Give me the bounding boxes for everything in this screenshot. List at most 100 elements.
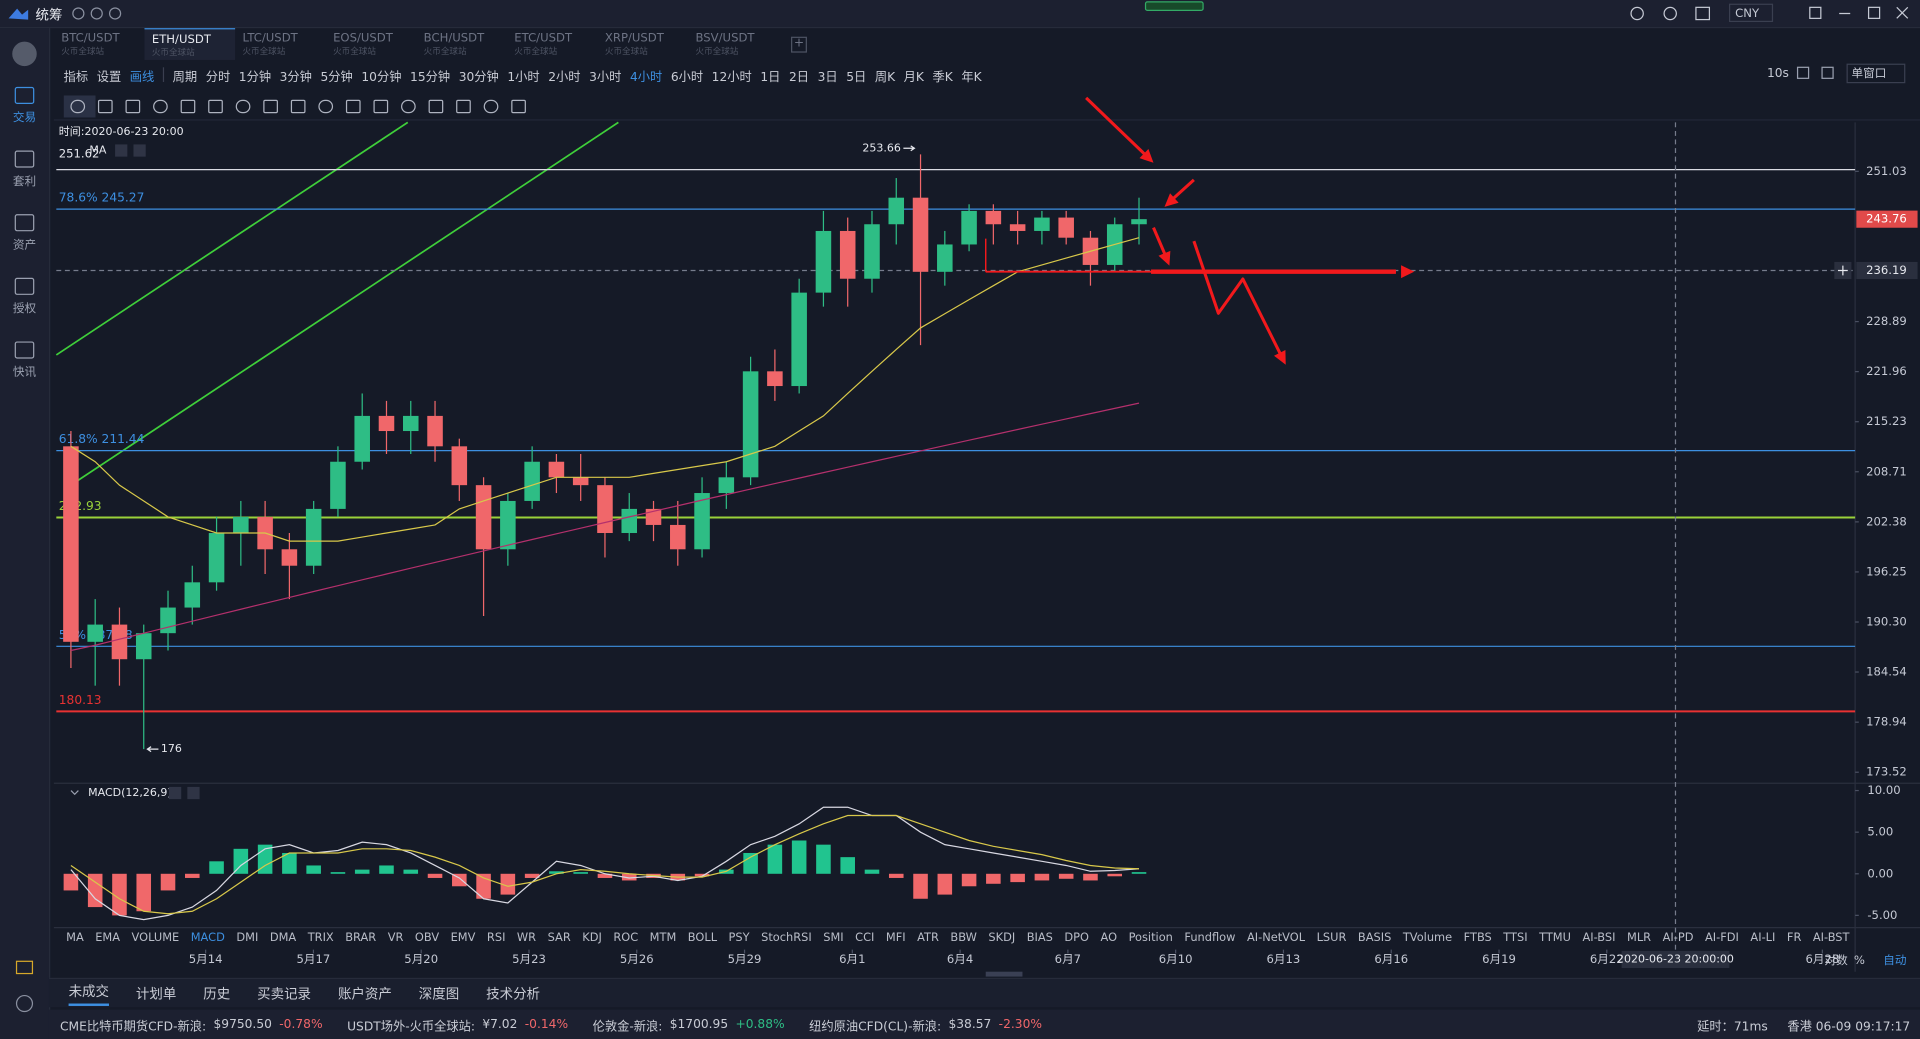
indicator-tab[interactable]: SMI — [823, 931, 844, 945]
indicator-tab[interactable]: VR — [387, 931, 404, 945]
period-option[interactable]: 4小时 — [629, 70, 663, 84]
pair-tab[interactable]: BSV/USDT 火币全球站 — [688, 28, 779, 60]
bottom-tab[interactable]: 未成交 — [68, 981, 109, 1006]
view-icons[interactable] — [1795, 66, 1837, 81]
indicator-tab[interactable]: Position — [1128, 931, 1173, 945]
add-tab[interactable]: + — [791, 36, 807, 53]
window-controls[interactable] — [1807, 6, 1915, 21]
bottom-tab[interactable]: 买卖记录 — [257, 985, 312, 1002]
pair-tab[interactable]: ETC/USDT 火币全球站 — [507, 28, 598, 60]
period-option[interactable]: 5分钟 — [320, 70, 353, 84]
indicator-tab[interactable]: TRIX — [307, 931, 334, 945]
bottom-tab[interactable]: 历史 — [203, 985, 231, 1002]
vip-icon[interactable] — [15, 960, 34, 975]
period-option[interactable]: 5日 — [846, 70, 867, 84]
bottom-tab[interactable]: 计划单 — [135, 985, 177, 1002]
period-option[interactable]: 1分钟 — [238, 70, 272, 84]
indicator-tab[interactable]: EMV — [450, 931, 476, 945]
indicator-tab[interactable]: MLR — [1626, 931, 1652, 945]
period-select[interactable]: 周期 — [172, 70, 198, 84]
indicator-tab[interactable]: RSI — [486, 931, 506, 945]
header-icons[interactable] — [1629, 5, 1715, 22]
indicator-tab[interactable]: TVolume — [1402, 931, 1453, 945]
indicator-tab[interactable]: DMI — [236, 931, 259, 945]
indicator-tab[interactable]: TTSI — [1503, 931, 1528, 945]
drawing-tools[interactable] — [63, 95, 529, 118]
indicator-tab[interactable]: Fundflow — [1184, 931, 1236, 945]
period-option[interactable]: 15分钟 — [410, 70, 451, 84]
indicator-tab[interactable]: BBW — [950, 931, 977, 945]
pair-tab[interactable]: BCH/USDT 火币全球站 — [416, 28, 507, 60]
indicator-tab[interactable]: VOLUME — [131, 931, 180, 945]
axis-control[interactable]: % — [1854, 953, 1865, 967]
indicator-tab[interactable]: StochRSI — [761, 931, 812, 945]
sidebar-item[interactable]: 快讯 — [0, 341, 49, 379]
currency-select[interactable]: CNY — [1728, 3, 1774, 23]
toolbar-item[interactable]: 画线 — [129, 70, 155, 84]
period-option[interactable]: 月K — [903, 70, 924, 84]
pair-tab[interactable]: LTC/USDT 火币全球站 — [235, 28, 326, 60]
toolbar-item[interactable]: 指标 — [63, 70, 89, 84]
period-option[interactable]: 12小时 — [711, 70, 752, 84]
period-option[interactable]: 季K — [932, 70, 953, 84]
indicator-tab[interactable]: BRAR — [345, 931, 377, 945]
pair-tab[interactable]: ETH/USDT 火币全球站 — [144, 28, 236, 60]
settings-icon[interactable] — [15, 994, 34, 1013]
indicator-tab[interactable]: AI-NetVOL — [1246, 931, 1306, 945]
indicator-tab[interactable]: MFI — [885, 931, 906, 945]
indicator-tab[interactable]: PSY — [728, 931, 750, 945]
pair-tab[interactable]: BTC/USDT 火币全球站 — [54, 28, 145, 60]
period-option[interactable]: 2日 — [788, 70, 810, 84]
indicator-tab[interactable]: ROC — [613, 931, 639, 945]
bottom-tab[interactable]: 深度图 — [418, 985, 460, 1002]
period-option[interactable]: 2小时 — [548, 70, 581, 84]
pair-tab[interactable]: EOS/USDT 火币全球站 — [326, 28, 417, 60]
indicator-tab[interactable]: AI-LI — [1750, 931, 1776, 945]
indicator-tab[interactable]: KDJ — [582, 931, 602, 945]
period-option[interactable]: 年K — [961, 70, 982, 84]
period-option[interactable]: 1日 — [760, 70, 781, 84]
indicator-tab[interactable]: AI-BST — [1812, 931, 1850, 945]
indicator-tab[interactable]: EMA — [95, 931, 121, 945]
indicator-tab[interactable]: ATR — [917, 931, 939, 945]
indicator-tab[interactable]: DPO — [1064, 931, 1090, 945]
sidebar-item[interactable]: 套利 — [0, 150, 49, 188]
indicator-tab[interactable]: MTM — [649, 931, 677, 945]
pair-tab[interactable]: XRP/USDT 火币全球站 — [598, 28, 689, 60]
sidebar-item[interactable]: 交易 — [0, 86, 49, 125]
indicator-tab[interactable]: BASIS — [1357, 931, 1392, 945]
indicator-tab[interactable]: LSUR — [1316, 931, 1347, 945]
title-icons[interactable] — [71, 6, 125, 21]
indicator-tab[interactable]: SKDJ — [988, 931, 1016, 945]
indicator-tab[interactable]: TTMU — [1539, 931, 1571, 945]
sidebar-item[interactable]: 资产 — [0, 214, 49, 252]
indicator-tab[interactable]: AI-PD — [1662, 931, 1694, 945]
period-option[interactable]: 3日 — [817, 70, 838, 84]
period-option[interactable]: 10分钟 — [361, 70, 402, 84]
bottom-tab[interactable]: 账户资产 — [337, 985, 392, 1002]
indicator-tab[interactable]: MA — [66, 931, 84, 945]
axis-control[interactable]: 对数 — [1825, 953, 1849, 967]
period-option[interactable]: 周K — [874, 70, 896, 84]
refresh-rate[interactable]: 10s — [1766, 67, 1789, 81]
indicator-tab[interactable]: MACD — [190, 931, 225, 945]
period-option[interactable]: 30分钟 — [458, 70, 499, 84]
indicator-tab[interactable]: BOLL — [687, 931, 718, 945]
period-option[interactable]: 3分钟 — [279, 70, 312, 84]
indicator-tab[interactable]: BIAS — [1026, 931, 1053, 945]
toolbar-item[interactable]: 设置 — [96, 70, 122, 84]
indicator-tab[interactable]: CCI — [855, 931, 875, 945]
indicator-tab[interactable]: WR — [516, 931, 537, 945]
period-option[interactable]: 3小时 — [589, 70, 622, 84]
period-option[interactable]: 6小时 — [670, 70, 704, 84]
indicator-tab[interactable]: OBV — [414, 931, 440, 945]
bottom-tab[interactable]: 技术分析 — [486, 985, 541, 1002]
avatar[interactable] — [11, 40, 38, 67]
period-option[interactable]: 分时 — [205, 70, 231, 84]
indicator-tab[interactable]: DMA — [269, 931, 297, 945]
indicator-tab[interactable]: AI-BSI — [1582, 931, 1616, 945]
window-select[interactable]: 单窗口 — [1846, 63, 1906, 84]
indicator-tab[interactable]: AO — [1100, 931, 1118, 945]
indicator-tab[interactable]: AI-FDI — [1704, 931, 1739, 945]
indicator-tab[interactable]: FTBS — [1463, 931, 1492, 945]
